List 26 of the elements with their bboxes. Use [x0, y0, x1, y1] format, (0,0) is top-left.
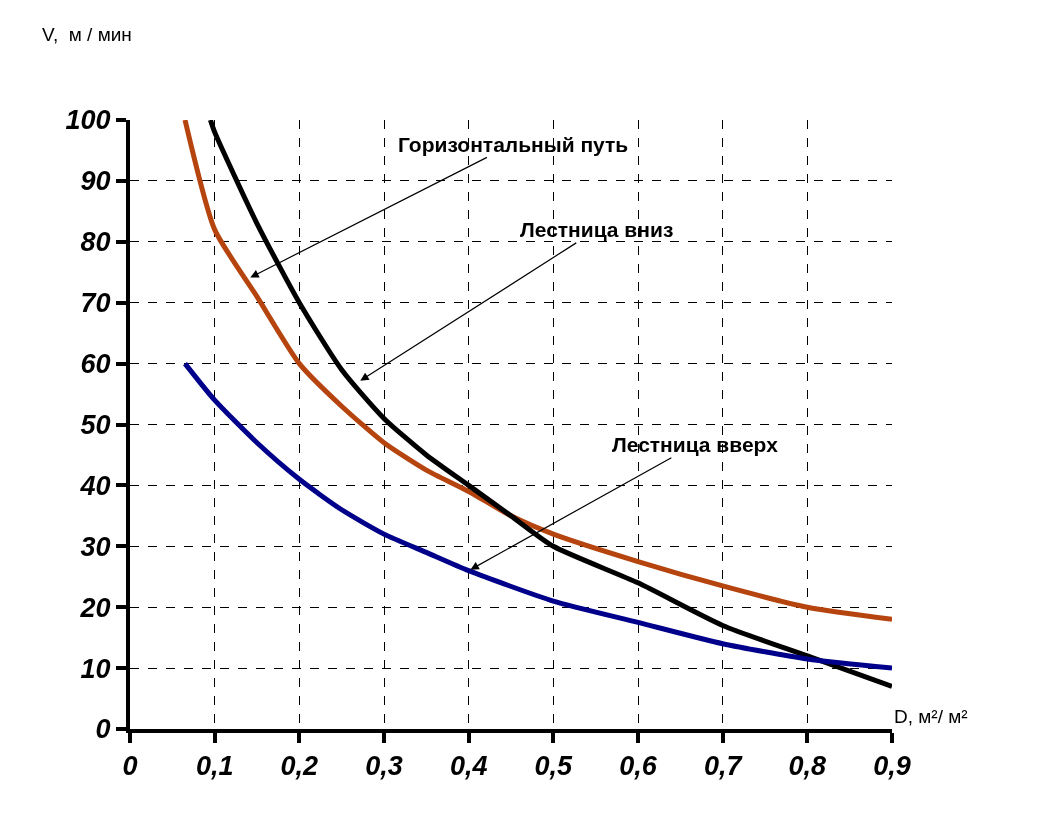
x-tick-label: 0,9 [873, 751, 911, 782]
y-tick-label: 60 [80, 349, 111, 380]
y-tick-label: 100 [65, 105, 111, 136]
annotation: Лестница вверх [612, 433, 779, 456]
y-tick-label: 90 [80, 166, 111, 197]
y-tick-label: 30 [80, 531, 111, 562]
y-tick-label: 50 [80, 409, 111, 440]
y-tick-label: 0 [95, 714, 111, 745]
annotation: Горизонтальный путь [398, 133, 629, 156]
x-tick-label: 0,1 [195, 751, 234, 782]
y-tick-label: 70 [80, 288, 111, 319]
x-tick-label: 0,2 [280, 751, 319, 782]
y-tick-label: 80 [80, 227, 111, 258]
y-axis-title: V, м / мин [42, 24, 132, 45]
y-tick-label: 40 [79, 470, 111, 501]
x-tick-label: 0,7 [703, 751, 744, 782]
x-tick-label: 0,5 [534, 751, 574, 782]
y-tick-label: 10 [80, 653, 111, 684]
annotation: Лестница вниз [520, 218, 674, 241]
x-tick-label: 0,4 [449, 751, 488, 782]
x-tick-label: 0,6 [619, 751, 658, 782]
x-axis-title: D, м²/ м² [894, 706, 968, 727]
y-tick-label: 20 [79, 592, 111, 623]
x-tick-label: 0,8 [788, 751, 827, 782]
x-tick-label: 0 [122, 751, 138, 782]
x-tick-label: 0,3 [365, 751, 403, 782]
